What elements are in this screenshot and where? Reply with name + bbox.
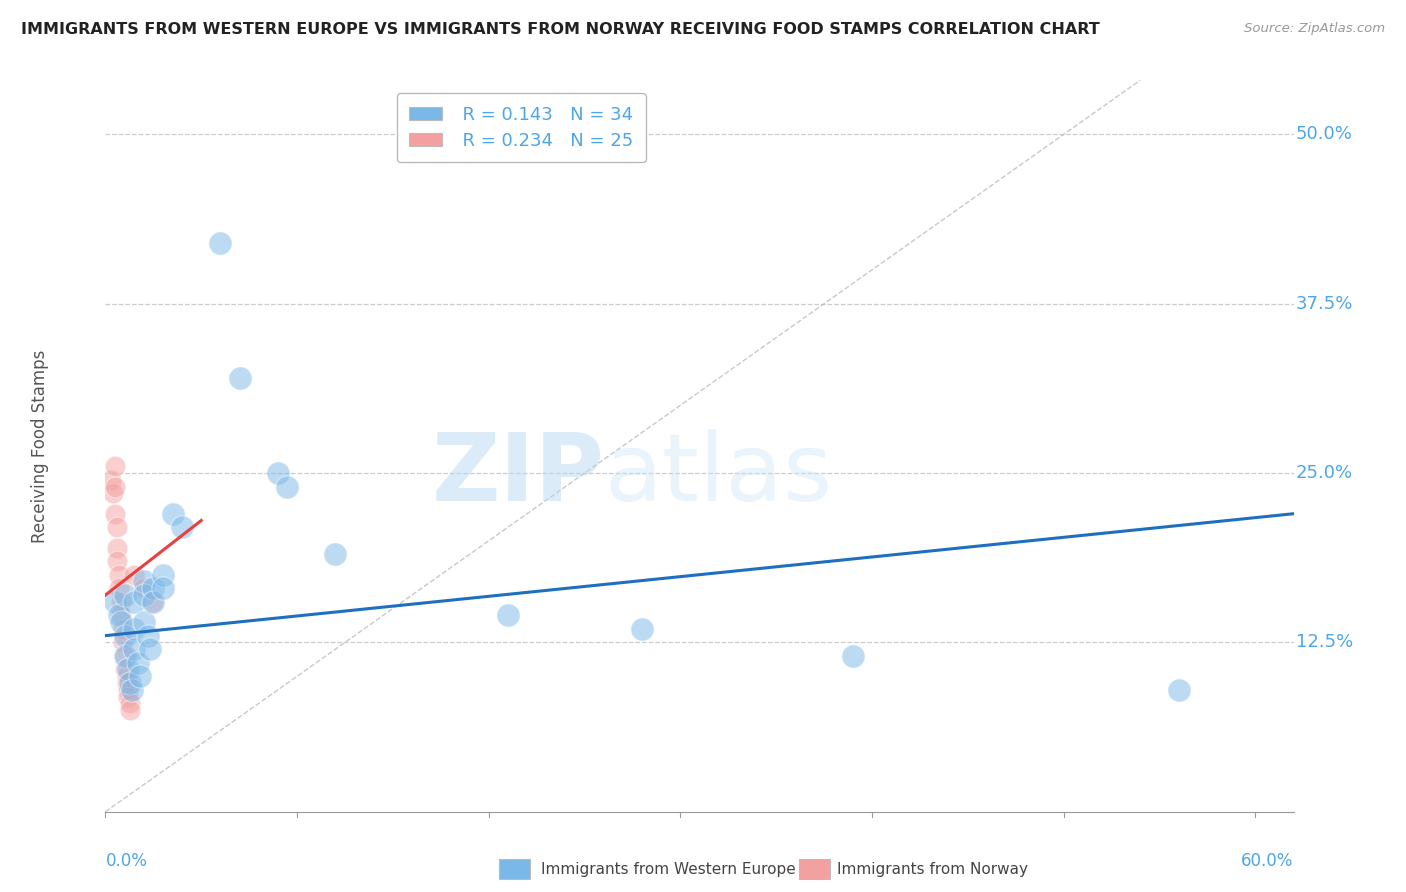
Point: [117, 663, 139, 677]
Point: [122, 567, 145, 582]
Point: [142, 581, 165, 595]
Point: [101, 486, 124, 500]
Point: [108, 581, 131, 595]
Point: [115, 669, 138, 683]
Point: [120, 697, 142, 711]
Text: 12.5%: 12.5%: [1296, 633, 1353, 651]
Point: [100, 473, 122, 487]
Point: [122, 622, 145, 636]
Point: [114, 663, 136, 677]
Text: 37.5%: 37.5%: [1296, 294, 1353, 313]
Text: Immigrants from Western Europe: Immigrants from Western Europe: [541, 863, 796, 877]
Legend:   R = 0.143   N = 34,   R = 0.234   N = 25: R = 0.143 N = 34, R = 0.234 N = 25: [396, 93, 645, 162]
Point: [111, 622, 134, 636]
Point: [228, 371, 250, 385]
Point: [162, 507, 184, 521]
Point: [105, 554, 128, 568]
Point: [325, 547, 347, 561]
Point: [110, 595, 132, 609]
Point: [105, 520, 128, 534]
Text: atlas: atlas: [605, 429, 832, 521]
Point: [114, 648, 136, 663]
Point: [142, 595, 165, 609]
Text: Immigrants from Norway: Immigrants from Norway: [837, 863, 1028, 877]
Point: [138, 642, 160, 657]
Point: [496, 608, 519, 623]
Point: [132, 574, 155, 589]
Point: [121, 682, 143, 697]
Point: [104, 459, 127, 474]
Point: [104, 595, 127, 609]
Point: [114, 588, 136, 602]
Point: [152, 581, 174, 595]
Point: [111, 635, 134, 649]
Point: [117, 682, 139, 697]
Point: [132, 588, 155, 602]
Point: [120, 703, 142, 717]
Text: 0.0%: 0.0%: [105, 852, 148, 870]
Point: [117, 690, 139, 704]
Point: [104, 480, 127, 494]
Point: [127, 656, 149, 670]
Point: [152, 567, 174, 582]
Text: 25.0%: 25.0%: [1296, 464, 1353, 482]
Point: [136, 629, 159, 643]
Text: 60.0%: 60.0%: [1241, 852, 1294, 870]
Text: Source: ZipAtlas.com: Source: ZipAtlas.com: [1244, 22, 1385, 36]
Point: [267, 466, 290, 480]
Point: [172, 520, 194, 534]
Point: [142, 595, 165, 609]
Text: 50.0%: 50.0%: [1296, 126, 1353, 144]
Point: [842, 648, 865, 663]
Point: [110, 608, 132, 623]
Point: [104, 507, 127, 521]
Text: IMMIGRANTS FROM WESTERN EUROPE VS IMMIGRANTS FROM NORWAY RECEIVING FOOD STAMPS C: IMMIGRANTS FROM WESTERN EUROPE VS IMMIGR…: [21, 22, 1099, 37]
Point: [209, 235, 232, 250]
Point: [129, 669, 152, 683]
Point: [132, 615, 155, 629]
Point: [631, 622, 654, 636]
Point: [120, 676, 142, 690]
Point: [132, 581, 155, 595]
Point: [122, 595, 145, 609]
Point: [1167, 682, 1189, 697]
Point: [108, 608, 131, 623]
Point: [110, 615, 132, 629]
Point: [114, 648, 136, 663]
Point: [115, 676, 138, 690]
Point: [105, 541, 128, 555]
Point: [122, 642, 145, 657]
Point: [276, 480, 298, 494]
Text: ZIP: ZIP: [432, 429, 605, 521]
Point: [114, 629, 136, 643]
Text: Receiving Food Stamps: Receiving Food Stamps: [31, 350, 49, 542]
Point: [108, 567, 131, 582]
